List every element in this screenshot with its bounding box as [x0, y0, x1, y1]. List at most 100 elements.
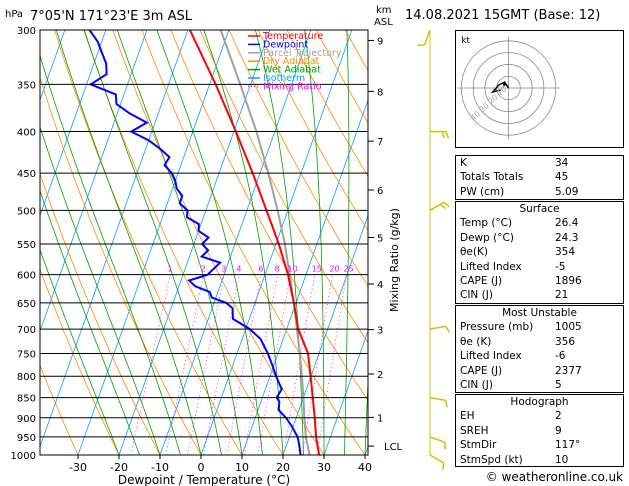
mixing-ratio-label: 8 — [275, 265, 280, 274]
legend-entry: Parcel Trajectory — [263, 48, 342, 59]
x-tick-label: 30 — [317, 461, 331, 474]
stats-row: Lifted Index -6 — [456, 349, 623, 363]
pressure-tick-label: 850 — [17, 394, 36, 405]
stats-row: Dewp (°C) 24.3 — [456, 231, 623, 245]
stats-label: θe (K) — [460, 335, 492, 348]
pressure-tick-label: 500 — [17, 206, 36, 217]
dry-adiabat-line — [141, 30, 366, 455]
stats-value: -6 — [555, 350, 566, 363]
dry-adiabat-line — [286, 30, 368, 177]
stats-surface-table: Surface Temp (°C) 26.4 Dewp (°C) 24.3 θe(K) 35… — [455, 201, 624, 304]
stats-value: 21 — [555, 289, 569, 302]
hodograph-unit-label: kt — [461, 36, 470, 46]
pressure-tick-label: 950 — [17, 433, 36, 444]
mixing-ratio-label: 20 — [329, 265, 339, 274]
stats-section-title: Most Unstable — [502, 307, 577, 319]
km-tick-label: 7 — [377, 137, 383, 148]
wind-barb — [423, 29, 431, 46]
km-tick-label: 1 — [377, 413, 383, 424]
isotherm-line — [118, 30, 271, 455]
mixing-ratio-label: 25 — [343, 265, 353, 274]
stats-label: StmSpd (kt) — [460, 453, 523, 466]
pressure-unit-label: hPa — [5, 9, 23, 20]
dry-adiabat-line — [228, 30, 368, 287]
stats-row: Pressure (mb) 1005 — [456, 320, 623, 334]
stats-row: CAPE (J) 1896 — [456, 274, 623, 288]
x-axis-label: Dewpoint / Temperature (°C) — [118, 473, 290, 486]
pressure-tick-label: 750 — [17, 349, 36, 360]
stats-section-title: Surface — [519, 203, 560, 215]
x-tick-label: 0 — [198, 461, 205, 474]
km-unit-label: km — [376, 5, 392, 16]
stats-value: 5 — [555, 379, 562, 392]
km-tick-label: 2 — [377, 370, 383, 381]
isotherm-line — [282, 214, 368, 455]
isotherm-line — [40, 30, 189, 448]
stats-label: θe(K) — [460, 246, 488, 259]
dry-adiabat-line — [54, 30, 243, 455]
x-tick-label: 10 — [235, 461, 249, 474]
stats-value: 5.09 — [555, 185, 579, 198]
isotherm-line — [241, 98, 368, 455]
stats-row: StmDir 117° — [456, 438, 623, 452]
wind-barb — [429, 454, 445, 464]
legend-entry: Temperature — [262, 31, 323, 42]
mixing-ratio-label: 1 — [167, 265, 172, 274]
stats-row: Lifted Index -5 — [456, 260, 623, 274]
stats-row: θe (K) 356 — [456, 335, 623, 349]
isotherm-line — [40, 30, 107, 217]
wind-barb — [429, 201, 445, 211]
x-tick-label: 40 — [358, 461, 372, 474]
location-label: 7°05'N 171°23'E 3m ASL — [30, 9, 193, 24]
stats-label: PW (cm) — [460, 185, 505, 198]
stats-value: 2 — [555, 410, 562, 423]
stats-value: 117° — [555, 439, 581, 452]
isotherm-line — [323, 329, 368, 455]
stats-label: Lifted Index — [460, 260, 522, 273]
mixing-ratio-line — [165, 274, 205, 455]
stats-label: StmDir — [460, 439, 497, 452]
isotherm-line — [200, 30, 353, 455]
copyright-footer: © weatheronline.co.uk — [485, 470, 623, 484]
stats-value: 1005 — [555, 321, 582, 334]
stats-most-unstable-table: Most Unstable Pressure (mb) 1005 θe (K) 356 L… — [455, 305, 624, 393]
stats-label: EH — [460, 410, 475, 423]
stats-row: CIN (J) 21 — [456, 288, 623, 302]
stats-hodograph-table: Hodograph EH 2 SREH 9 StmDir 117° StmSpd (kt) 10 — [455, 394, 624, 467]
km-tick-label: 5 — [377, 233, 383, 244]
pressure-tick-label: 650 — [17, 299, 36, 310]
pressure-tick-label: 400 — [17, 128, 36, 139]
stats-value: 24.3 — [555, 231, 579, 244]
wet-adiabat-line — [304, 30, 325, 455]
plot-frame — [39, 29, 369, 456]
stats-value: 26.4 — [555, 217, 579, 230]
stats-value: 2377 — [555, 364, 582, 377]
hodograph-storm-marker — [502, 82, 507, 88]
stats-row: Totals Totals 45 — [456, 170, 623, 184]
wind-barb-flag — [439, 203, 447, 210]
isotherm-line — [40, 30, 148, 333]
legend-entry: Wet Adiabat — [263, 65, 321, 76]
x-tick-label: 20 — [276, 461, 290, 474]
forecast-datetime: 14.08.2021 15GMT (Base: 12) — [405, 8, 601, 23]
stats-label: SREH — [460, 424, 489, 437]
wind-barb-flag — [445, 131, 450, 139]
dry-adiabat-line — [257, 30, 368, 232]
pressure-tick-label: 1000 — [11, 451, 36, 462]
km-tick-label: 8 — [377, 87, 383, 98]
mixing-ratio-line — [316, 274, 347, 455]
km-tick-label: 3 — [377, 326, 383, 337]
stats-row: Temp (°C) 26.4 — [456, 216, 623, 230]
x-tick-label: -20 — [110, 461, 128, 474]
stats-label: Lifted Index — [460, 350, 522, 363]
stats-section-title: Hodograph — [510, 396, 569, 408]
pressure-tick-label: 450 — [17, 169, 36, 180]
stats-indices-table: K 34 Totals Totals 45 PW (cm) 5.09 — [455, 155, 624, 200]
pressure-tick-label: 550 — [17, 240, 36, 251]
stats-value: 9 — [555, 424, 562, 437]
legend-entry: Dewpoint — [263, 39, 308, 50]
x-tick-label: -30 — [69, 461, 87, 474]
